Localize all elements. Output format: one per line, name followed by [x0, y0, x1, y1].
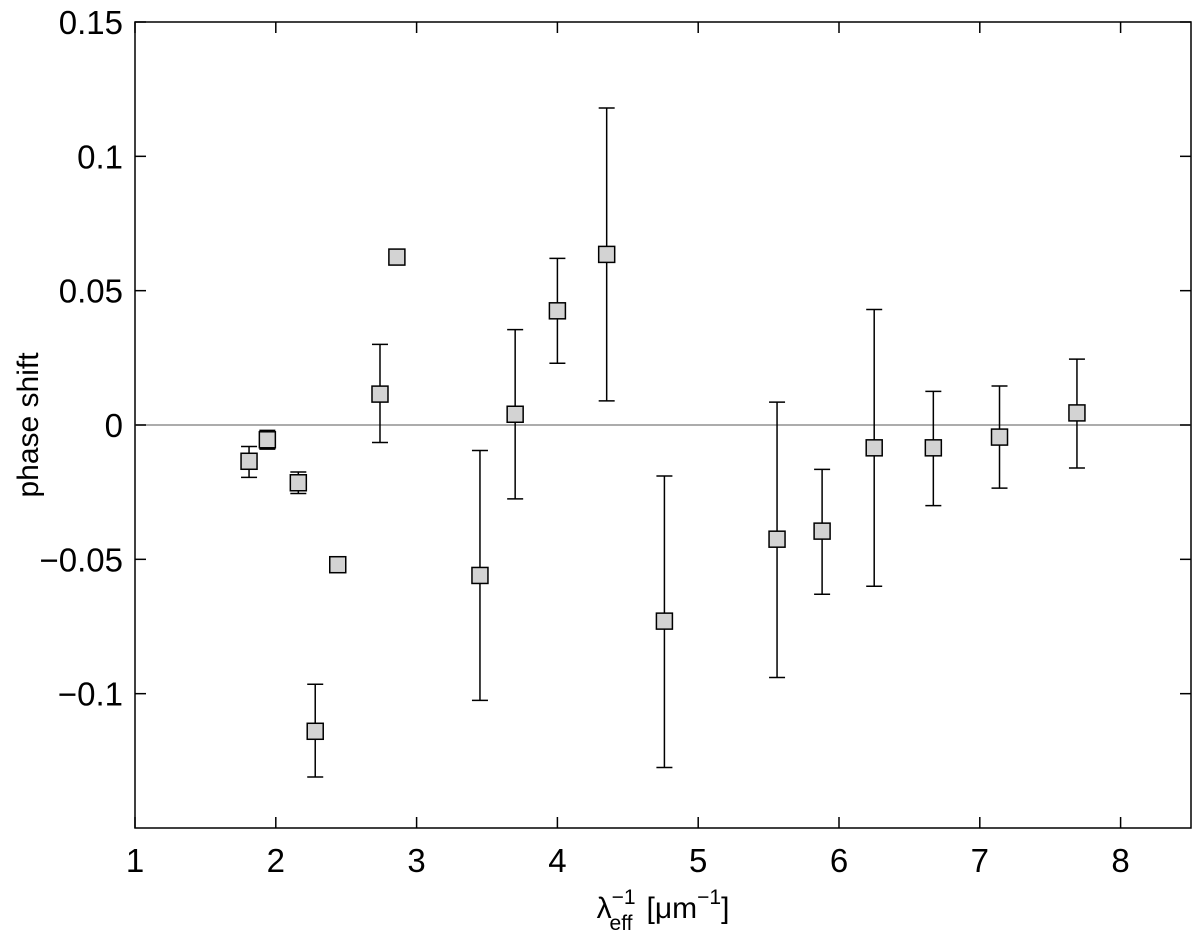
- y-tick-label: 0: [105, 407, 123, 444]
- y-tick-label: 0.05: [59, 273, 123, 310]
- x-axis-label: λ−1 eff [μm−1]: [597, 886, 730, 935]
- x-axis-ticks: 1 2 3 4 5 6 7 8: [126, 22, 1130, 879]
- x-tick-label: 8: [1111, 842, 1129, 879]
- x-tick-label: 2: [267, 842, 285, 879]
- y-tick-label: 0.1: [77, 138, 123, 175]
- x-axis-label-unit-close: ]: [721, 892, 729, 925]
- data-point: [813, 522, 831, 540]
- y-tick-label: −0.05: [40, 541, 124, 578]
- data-point: [289, 474, 308, 492]
- y-tick-label: 0.15: [59, 4, 123, 41]
- data-markers: [240, 245, 1086, 741]
- x-tick-label: 4: [548, 842, 566, 879]
- data-point: [258, 431, 277, 449]
- x-tick-label: 1: [126, 842, 144, 879]
- x-axis-label-unit: [μm: [647, 892, 698, 925]
- data-point: [865, 439, 883, 457]
- data-point: [990, 428, 1009, 446]
- error-bars: [241, 107, 1085, 778]
- y-axis-ticks: −0.1 −0.05 0 0.05 0.1 0.15: [40, 4, 1191, 713]
- x-tick-label: 3: [407, 842, 425, 879]
- data-point: [388, 248, 406, 266]
- data-point: [371, 385, 389, 403]
- data-point: [306, 722, 324, 741]
- data-point: [506, 405, 524, 424]
- x-axis-label-exponent: −1: [612, 886, 636, 909]
- data-point: [655, 612, 674, 630]
- x-tick-label: 6: [830, 842, 848, 879]
- data-point: [240, 452, 258, 471]
- data-point: [924, 439, 943, 457]
- x-axis-label-subscript: eff: [610, 912, 633, 935]
- data-point: [471, 566, 489, 585]
- data-point: [768, 530, 786, 548]
- data-point: [548, 302, 567, 320]
- x-axis-label-lambda: λ: [597, 892, 612, 925]
- data-point: [597, 245, 616, 264]
- y-tick-label: −0.1: [58, 676, 123, 713]
- x-axis-label-unit-exponent: −1: [697, 886, 721, 909]
- x-tick-label: 5: [689, 842, 707, 879]
- y-axis-label: phase shift: [12, 352, 45, 498]
- data-point: [329, 555, 347, 574]
- x-tick-label: 7: [971, 842, 989, 879]
- data-point: [1068, 404, 1086, 422]
